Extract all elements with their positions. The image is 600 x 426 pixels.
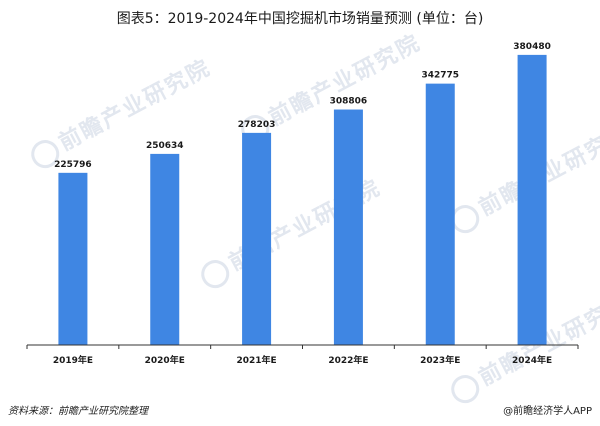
data-label: 250634 <box>146 141 184 151</box>
bar <box>425 83 455 345</box>
bar <box>242 132 272 345</box>
chart-title: 图表5：2019-2024年中国挖掘机市场销量预测 (单位：台) <box>116 11 484 27</box>
bar <box>333 109 363 345</box>
x-tick-label: 2020年E <box>145 354 185 366</box>
x-tick-label: 2019年E <box>53 354 93 366</box>
credit-note: @前瞻经济学人APP <box>503 406 592 417</box>
data-label: 342775 <box>421 71 459 81</box>
x-tick-label: 2023年E <box>420 354 460 366</box>
x-tick-label: 2021年E <box>236 354 276 366</box>
data-label: 308806 <box>330 97 368 107</box>
data-label: 278203 <box>238 120 276 130</box>
bar <box>517 54 547 345</box>
data-label: 380480 <box>513 42 551 52</box>
bar <box>150 153 180 345</box>
source-note: 资料来源：前瞻产业研究院整理 <box>8 406 148 417</box>
x-tick-label: 2022年E <box>328 354 368 366</box>
x-tick-label: 2024年E <box>512 354 552 366</box>
bar <box>58 172 88 345</box>
data-label: 225796 <box>54 160 92 170</box>
